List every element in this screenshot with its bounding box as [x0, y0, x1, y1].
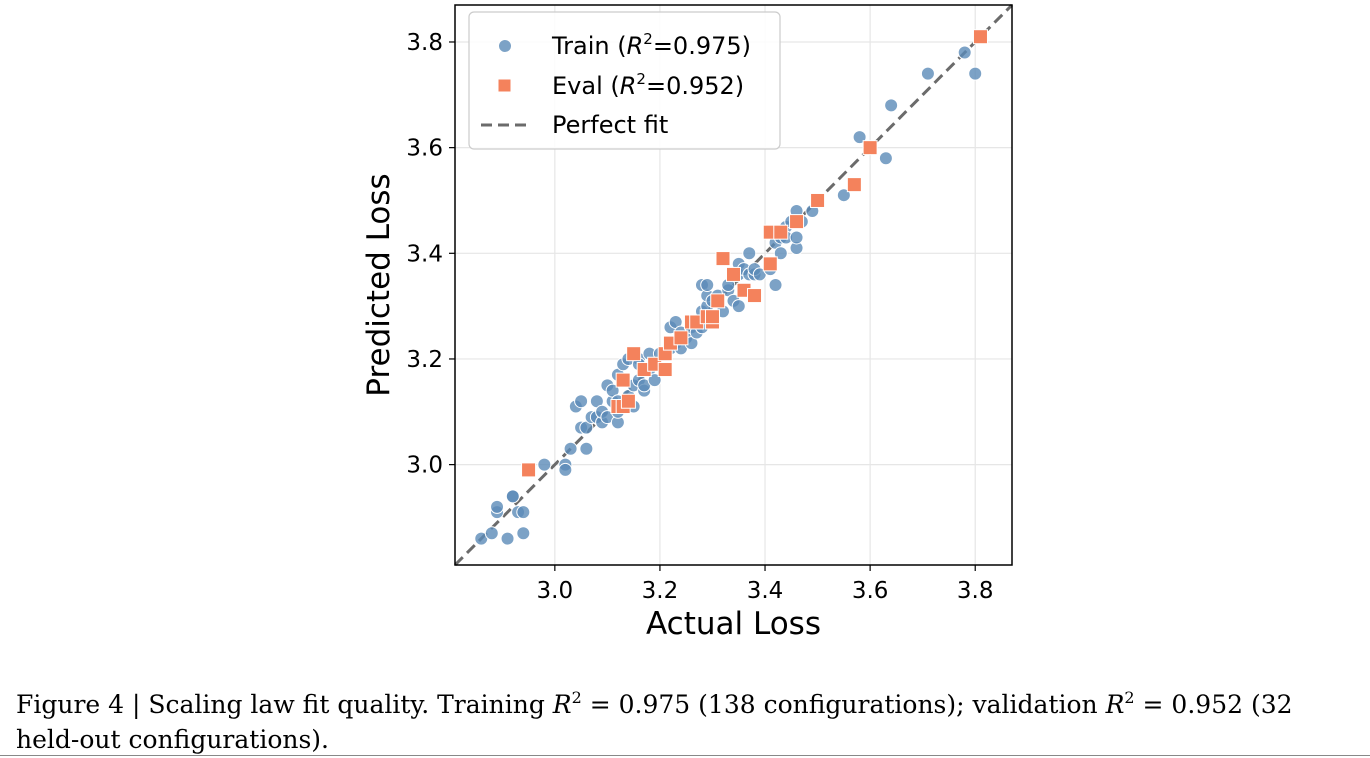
x-tick-label: 3.4: [747, 578, 784, 604]
eval-point: [862, 140, 878, 156]
eval-point: [810, 192, 826, 208]
eval-point: [626, 346, 642, 362]
eval-point: [704, 309, 720, 325]
legend-eval-marker: [497, 78, 512, 93]
eval-point: [846, 177, 862, 193]
train-point: [558, 462, 573, 477]
eval-point: [620, 393, 636, 409]
train-point: [968, 66, 983, 81]
eval-point: [789, 214, 805, 230]
y-tick-label: 3.8: [406, 30, 443, 56]
eval-point: [657, 362, 673, 378]
caption-text: = 0.975 (138 configurations); validation: [581, 690, 1106, 719]
train-point: [563, 441, 578, 456]
x-axis-label: Actual Loss: [646, 606, 821, 642]
eval-point: [715, 251, 731, 267]
y-axis-label: Predicted Loss: [361, 173, 397, 396]
eval-point: [773, 224, 789, 240]
eval-point: [710, 293, 726, 309]
eval-point: [972, 29, 988, 45]
scatter-chart: 3.0 3.2 3.4 3.6 3.8 3.0 3.2 3.4 3.6 3.8 Actual Lo…: [361, 3, 1014, 642]
caption-line-2: held-out configurations).: [16, 725, 330, 754]
eval-point: [762, 256, 778, 272]
train-point: [789, 230, 804, 245]
eval-point: [615, 372, 631, 388]
caption-r-exponent: 2: [1124, 688, 1135, 707]
page-divider: [0, 755, 1370, 756]
train-point: [920, 66, 935, 81]
train-point: [505, 489, 520, 504]
eval-point: [747, 288, 763, 304]
caption-line-1: Figure 4 | Scaling law fit quality. Trai…: [16, 680, 1366, 722]
train-point: [731, 299, 746, 314]
legend-perfect-fit-label: Perfect fit: [552, 111, 668, 139]
y-tick-label: 3.4: [406, 241, 443, 267]
caption-text: Figure 4 | Scaling law fit quality. Trai…: [16, 690, 553, 719]
legend-box: [468, 11, 781, 150]
legend: Train (R2=0.975) Eval (R2=0.952) Perfect…: [468, 11, 781, 150]
plot-frame: [454, 4, 1013, 566]
caption-r-symbol: R: [552, 690, 572, 719]
train-point: [768, 278, 783, 292]
y-tick-label: 3.0: [406, 453, 443, 479]
x-tick-label: 3.2: [642, 578, 679, 604]
train-point: [700, 278, 715, 292]
train-point: [884, 98, 899, 113]
eval-point: [673, 330, 689, 346]
train-point: [878, 151, 893, 166]
y-tick-label: 3.6: [406, 136, 443, 162]
train-point: [516, 526, 531, 541]
caption-text: = 0.952 (32: [1134, 690, 1293, 719]
data-points: [474, 29, 988, 546]
x-tick-label: 3.6: [852, 578, 889, 604]
train-point: [516, 505, 531, 520]
x-tick-label: 3.0: [537, 578, 574, 604]
legend-eval-label: Eval (R2=0.952): [552, 70, 744, 100]
eval-point: [726, 266, 741, 282]
train-point: [742, 246, 757, 261]
caption-r-exponent: 2: [571, 688, 582, 707]
eval-point: [521, 462, 537, 478]
y-tick-label: 3.2: [406, 347, 443, 373]
train-point: [490, 499, 505, 514]
train-point: [957, 45, 972, 60]
legend-train-marker: [498, 39, 512, 53]
caption-r-symbol: R: [1105, 690, 1125, 719]
axis-ticks: 3.0 3.2 3.4 3.6 3.8 3.0 3.2 3.4 3.6 3.8: [406, 30, 993, 604]
legend-train-label: Train (R2=0.975): [551, 30, 751, 60]
x-tick-label: 3.8: [957, 578, 994, 604]
figure-caption: Figure 4 | Scaling law fit quality. Trai…: [16, 680, 1366, 757]
train-point: [500, 531, 515, 546]
train-point: [537, 457, 552, 472]
train-point: [484, 526, 499, 541]
train-point: [574, 394, 589, 409]
train-point: [579, 441, 594, 456]
